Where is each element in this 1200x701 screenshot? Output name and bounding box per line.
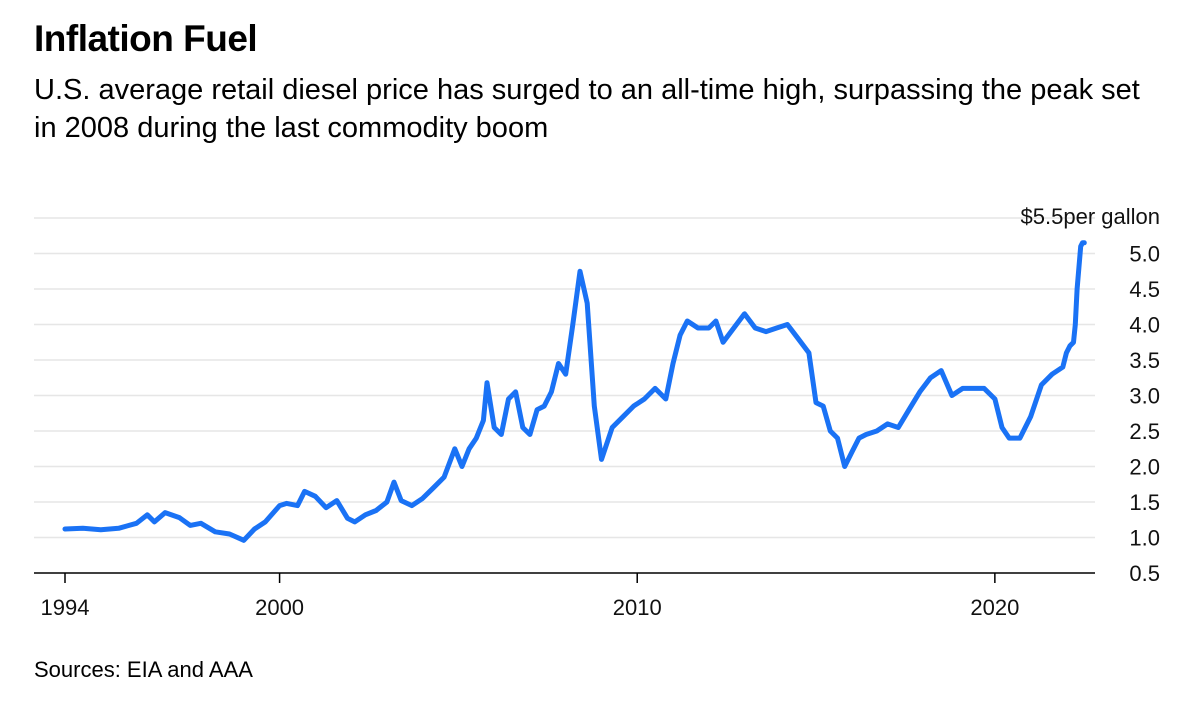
y-tick-label: 2.0 <box>1129 455 1160 480</box>
y-tick-label: 4.5 <box>1129 277 1160 302</box>
y-tick-label: 5.0 <box>1129 242 1160 267</box>
x-tick-label: 2020 <box>970 595 1019 620</box>
y-tick-label: 3.0 <box>1129 384 1160 409</box>
x-tick-label: 2000 <box>255 595 304 620</box>
y-tick-label: 1.0 <box>1129 526 1160 551</box>
y-unit-text: per gallon <box>1063 204 1160 229</box>
y-tick-label: 1.5 <box>1129 490 1160 515</box>
y-tick-label: 3.5 <box>1129 348 1160 373</box>
y-axis-unit-label: $5.5per gallon <box>1021 204 1160 229</box>
y-tick-label: 0.5 <box>1129 561 1160 586</box>
y-tick-label: 2.5 <box>1129 419 1160 444</box>
chart-subtitle: U.S. average retail diesel price has sur… <box>34 74 1140 144</box>
x-axis-ticks: 1994 2000 2010 2020 <box>41 573 1019 620</box>
y-axis-labels: 0.5 1.0 1.5 2.0 2.5 3.0 3.5 4.0 4.5 5.0 <box>1129 242 1160 587</box>
y-top-value: $5.5 <box>1021 204 1064 229</box>
x-tick-label: 1994 <box>41 595 90 620</box>
sources-note: Sources: EIA and AAA <box>34 657 253 682</box>
x-tick-label: 2010 <box>613 595 662 620</box>
gridlines <box>34 217 1095 539</box>
chart-title: Inflation Fuel <box>34 18 258 59</box>
y-tick-label: 4.0 <box>1129 313 1160 338</box>
series-line-diesel-price <box>62 240 1087 543</box>
